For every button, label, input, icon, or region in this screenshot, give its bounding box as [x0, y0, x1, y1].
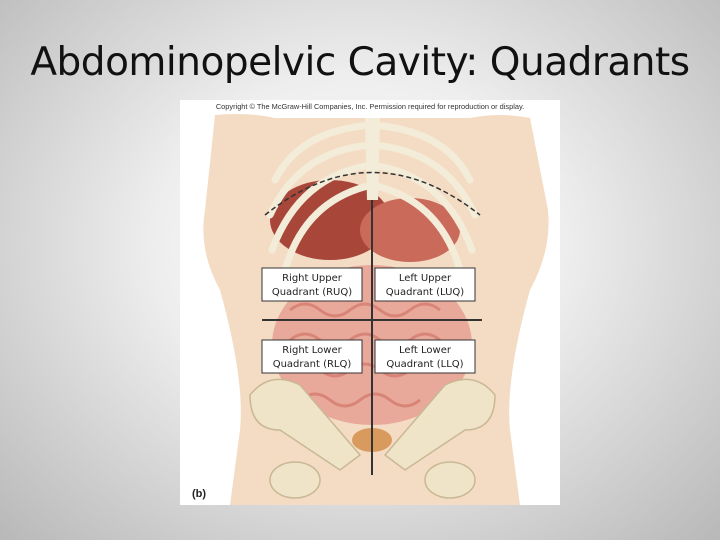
- quadrant-label: Quadrant (LLQ): [386, 359, 463, 370]
- quadrant-label-box: [261, 267, 363, 302]
- quadrant-label: Right Lower: [282, 345, 342, 356]
- pelvis: [249, 378, 496, 499]
- panel-label: (b): [192, 488, 206, 500]
- quadrant-label: Quadrant (RLQ): [273, 359, 352, 370]
- quadrant-label-box: [374, 267, 476, 302]
- quadrant-label: Left Lower: [399, 345, 452, 356]
- stomach: [360, 198, 460, 262]
- quadrant-label: Quadrant (RUQ): [272, 287, 352, 298]
- quadrant-label-box: [261, 339, 363, 374]
- ribs: [266, 121, 479, 274]
- sternum: [365, 118, 380, 200]
- quadrant-label: Quadrant (LUQ): [386, 287, 465, 298]
- quadrant-label-box: [374, 339, 476, 374]
- quadrant-label: Left Upper: [399, 273, 452, 284]
- slide-title: Abdominopelvic Cavity: Quadrants: [30, 40, 690, 85]
- quadrant-label: Right Upper: [282, 273, 343, 284]
- diaphragm-outline: [264, 171, 481, 216]
- copyright: Copyright © The McGraw-Hill Companies, I…: [216, 102, 524, 111]
